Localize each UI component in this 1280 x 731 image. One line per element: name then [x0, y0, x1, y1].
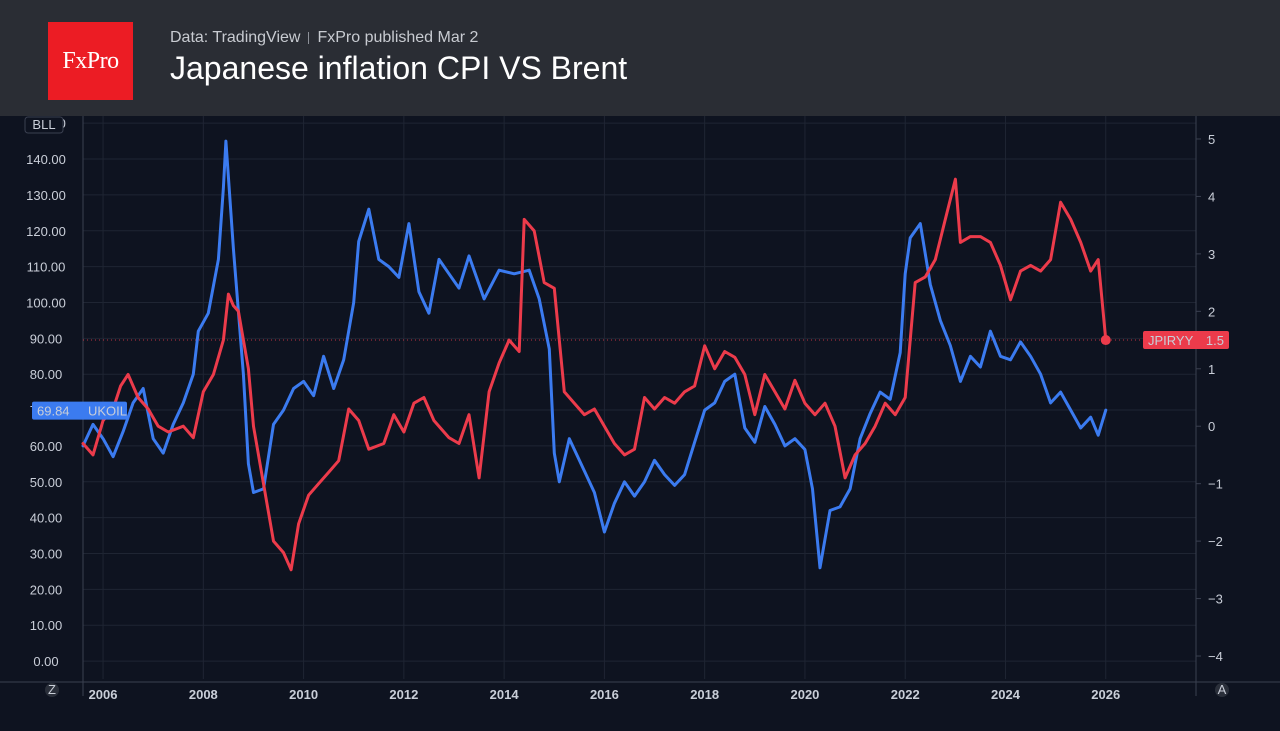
jpiryy-line[interactable]: [81, 177, 1108, 572]
right-axis-tick: −3: [1208, 592, 1223, 607]
chart-title: Japanese inflation CPI VS Brent: [170, 50, 628, 86]
zoom-corner-button[interactable]: [45, 683, 59, 697]
x-axis-tick: 2022: [891, 687, 920, 702]
right-axis-tick: −2: [1208, 534, 1223, 549]
right-axis-tick: −4: [1208, 649, 1223, 664]
chart-header: FxPro Data: TradingView FxPro published …: [0, 0, 1280, 116]
data-source: Data: TradingView: [170, 29, 301, 46]
line-chart[interactable]: 0.0010.0020.0030.0040.0050.0060.0070.008…: [0, 116, 1280, 731]
chart-meta: Data: TradingView FxPro published Mar 2: [170, 29, 478, 47]
right-axis-tick: 5: [1208, 132, 1215, 147]
x-axis-tick: 2010: [289, 687, 318, 702]
right-axis-tick: 2: [1208, 304, 1215, 319]
auto-scale-label: A: [1218, 682, 1227, 697]
logo-text: FxPro: [62, 47, 119, 74]
left-axis-tick: 60.00: [30, 439, 63, 454]
x-axis-tick: 2026: [1091, 687, 1120, 702]
auto-scale-button[interactable]: [1215, 683, 1229, 697]
chart-area[interactable]: 0.0010.0020.0030.0040.0050.0060.0070.008…: [0, 116, 1280, 731]
ukoil-last-value: 69.84: [37, 404, 70, 419]
ukoil-series-name: UKOIL: [88, 404, 127, 419]
right-axis-tick: 4: [1208, 189, 1215, 204]
x-axis-tick: 2008: [189, 687, 218, 702]
left-axis-tick: 20.00: [30, 582, 63, 597]
jpiryy-value-badge: [1143, 331, 1229, 350]
unit-box: [24, 116, 64, 134]
right-axis-tick: 3: [1208, 247, 1215, 262]
unit-label: BLL: [32, 117, 55, 132]
left-axis-tick: 90.00: [30, 331, 63, 346]
left-axis-tick: 10.00: [30, 618, 63, 633]
x-axis-tick: 2016: [590, 687, 619, 702]
jpiryy-last-value: 1.5: [1206, 333, 1224, 348]
left-axis-tick: 110.00: [27, 260, 66, 275]
ukoil-line[interactable]: [81, 139, 1108, 570]
meta-separator: [308, 32, 310, 44]
x-axis-tick: 2006: [89, 687, 118, 702]
left-axis-tick: 100.00: [26, 295, 66, 310]
jpiryy-last-point[interactable]: [1100, 335, 1111, 346]
x-axis-tick: 2012: [389, 687, 418, 702]
left-axis-tick: 120.00: [26, 224, 66, 239]
left-axis-tick: 130.00: [26, 188, 66, 203]
left-axis-tick: 0.00: [33, 654, 58, 669]
right-axis-tick: 0: [1208, 419, 1215, 434]
zoom-corner-label: Z: [48, 682, 56, 697]
left-axis-tick: 30.00: [30, 546, 63, 561]
left-axis-tick: 50.00: [30, 475, 63, 490]
ukoil-value-badge: [32, 401, 127, 420]
fxpro-logo: FxPro: [48, 22, 133, 100]
left-axis-tick: 140.00: [26, 152, 66, 167]
right-axis-tick: 1: [1208, 362, 1215, 377]
publish-info: FxPro published Mar 2: [317, 29, 479, 46]
x-axis-tick: 2014: [490, 687, 520, 702]
x-axis-tick: 2018: [690, 687, 719, 702]
x-axis-tick: 2020: [790, 687, 819, 702]
right-axis-tick: −1: [1208, 477, 1223, 492]
jpiryy-series-name: JPIRYY: [1148, 333, 1194, 348]
left-axis-tick: 40.00: [30, 511, 63, 526]
left-axis-tick: 80.00: [30, 367, 63, 382]
x-axis-tick: 2024: [991, 687, 1021, 702]
